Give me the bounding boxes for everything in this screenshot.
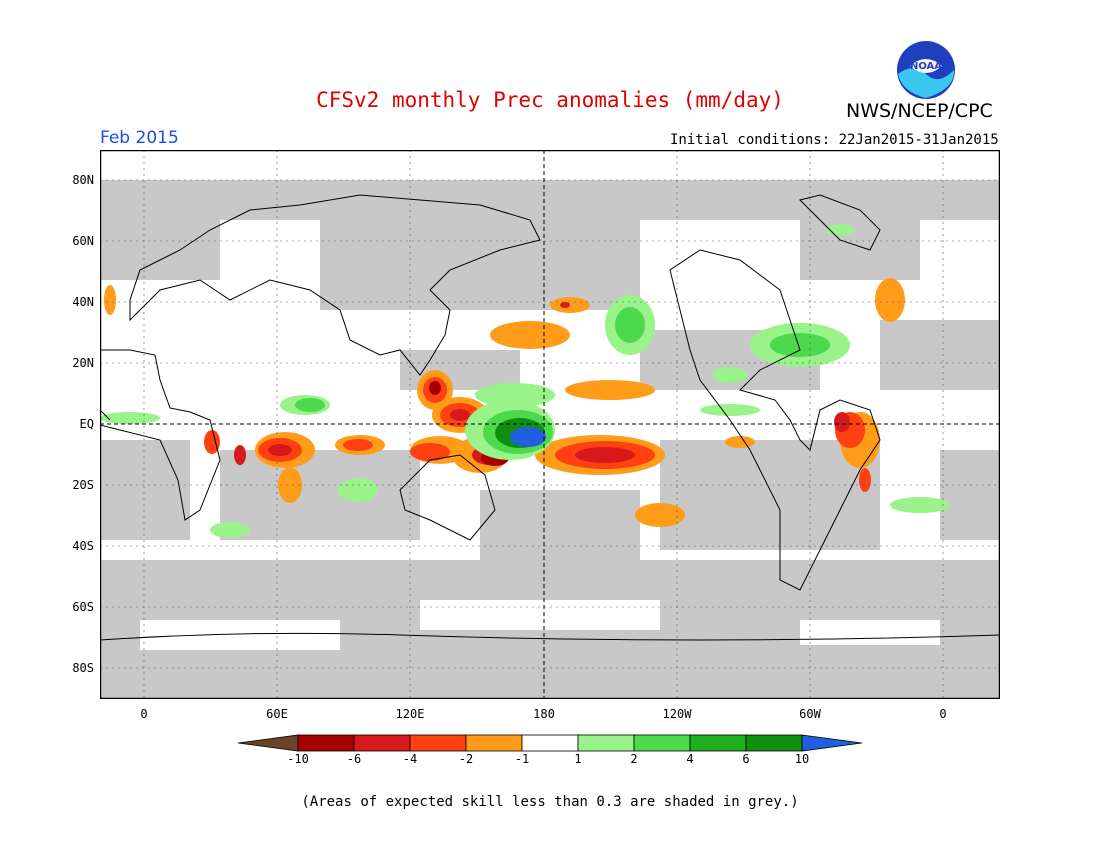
colorbar-label-neg6: -6: [346, 752, 362, 766]
noaa-logo-text: NOAA: [910, 61, 942, 72]
lat-label-60s: 60S: [72, 600, 94, 614]
initial-conditions: Initial conditions: 22Jan2015-31Jan2015: [670, 132, 999, 148]
lat-label-40n: 40N: [72, 295, 94, 309]
lat-label-80s: 80S: [72, 661, 94, 675]
lon-label-0-east: 0: [939, 707, 947, 721]
colorbar-bin-6: [577, 734, 635, 752]
noaa-logo: NOAA: [897, 41, 955, 99]
negative-anomalies: [104, 278, 905, 527]
lon-label-0-west: 0: [140, 707, 148, 721]
colorbar-label-10: 10: [794, 752, 810, 766]
lat-label-60n: 60N: [72, 234, 94, 248]
colorbar-bin-1: [297, 734, 355, 752]
lat-label-20n: 20N: [72, 356, 94, 370]
lat-label-20s: 20S: [72, 478, 94, 492]
lon-label-60e: 60E: [266, 707, 288, 721]
lat-label-eq: EQ: [79, 417, 94, 431]
colorbar-label-neg10: -10: [287, 752, 309, 766]
positive-anomalies: [100, 224, 950, 538]
colorbar-arrow-left: [238, 734, 299, 752]
forecast-month: Feb 2015: [100, 128, 179, 148]
colorbar-arrow-right: [801, 734, 863, 752]
colorbar-label-neg1: -1: [514, 752, 530, 766]
colorbar: [238, 734, 863, 752]
graticule: [100, 150, 1000, 699]
lon-label-120w: 120W: [662, 707, 692, 721]
lon-label-180: 180: [533, 707, 555, 721]
colorbar-bin-9: [745, 734, 803, 752]
colorbar-label-6: 6: [742, 752, 750, 766]
colorbar-bin-2: [353, 734, 411, 752]
colorbar-label-neg2: -2: [458, 752, 474, 766]
lat-label-40s: 40S: [72, 539, 94, 553]
lon-label-120e: 120E: [395, 707, 425, 721]
colorbar-bin-4: [465, 734, 523, 752]
colorbar-bin-7: [633, 734, 691, 752]
map-title: CFSv2 monthly Prec anomalies (mm/day): [316, 88, 784, 112]
lon-label-60w: 60W: [799, 707, 821, 721]
equator-dateline: [100, 150, 1000, 699]
skill-footnote: (Areas of expected skill less than 0.3 a…: [301, 794, 799, 810]
colorbar-label-2: 2: [630, 752, 638, 766]
agency-label: NWS/NCEP/CPC: [846, 100, 993, 122]
lat-label-80n: 80N: [72, 173, 94, 187]
colorbar-label-1: 1: [574, 752, 582, 766]
colorbar-label-neg4: -4: [402, 752, 418, 766]
coastlines: [100, 194, 1000, 641]
colorbar-bin-5: [521, 734, 579, 752]
colorbar-bin-3: [409, 734, 467, 752]
colorbar-bin-8: [689, 734, 747, 752]
colorbar-label-4: 4: [686, 752, 694, 766]
precip-anomaly-map: [100, 150, 1000, 699]
